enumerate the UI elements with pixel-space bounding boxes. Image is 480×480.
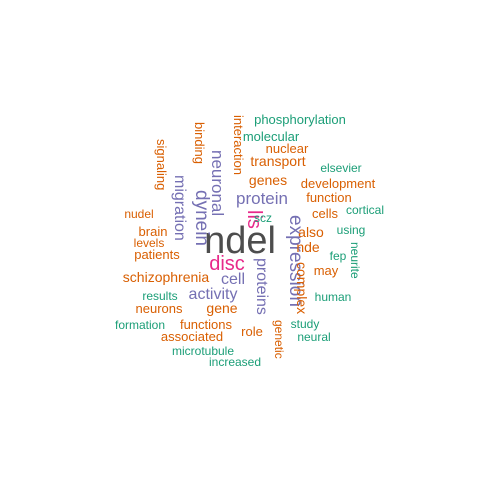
word-nde: nde xyxy=(296,239,320,255)
word-genes: genes xyxy=(249,172,287,188)
word-brain: brain xyxy=(139,224,168,239)
word-activity: activity xyxy=(189,286,238,303)
word-nudel: nudel xyxy=(124,207,153,221)
word-study: study xyxy=(291,317,320,331)
word-proteins: proteins xyxy=(253,258,270,315)
word-interaction: interaction xyxy=(231,115,246,175)
word-cells: cells xyxy=(312,206,339,221)
word-lis: lis xyxy=(243,210,265,229)
word-genetic: genetic xyxy=(272,320,286,359)
word-scz: scz xyxy=(254,211,272,225)
word-increased: increased xyxy=(209,355,261,369)
word-results: results xyxy=(142,289,177,303)
word-fep: fep xyxy=(330,249,347,263)
word-human: human xyxy=(315,290,352,304)
word-neural: neural xyxy=(297,330,330,344)
word-functions: functions xyxy=(180,317,233,332)
word-protein: protein xyxy=(236,189,288,208)
word-patients: patients xyxy=(134,247,180,262)
word-nuclear: nuclear xyxy=(266,141,309,156)
word-binding: binding xyxy=(192,122,207,164)
word-signaling: signaling xyxy=(154,139,169,190)
word-migration: migration xyxy=(171,175,188,241)
word-disc: disc xyxy=(209,253,245,275)
word-expression: expression xyxy=(285,215,306,307)
word-formation: formation xyxy=(115,318,165,332)
word-ndel: ndel xyxy=(204,220,276,262)
word-associated: associated xyxy=(161,329,223,344)
word-elsevier: elsevier xyxy=(320,161,361,175)
word-neurite: neurite xyxy=(348,242,362,279)
word-cell: cell xyxy=(221,271,245,288)
word-also: also xyxy=(298,224,324,240)
word-transport: transport xyxy=(250,153,305,169)
word-function: function xyxy=(306,190,352,205)
word-gene: gene xyxy=(206,300,237,316)
word-development: development xyxy=(301,176,376,191)
word-phosphorylation: phosphorylation xyxy=(254,112,346,127)
word-neurons: neurons xyxy=(136,301,183,316)
word-dynein: dynein xyxy=(191,190,212,246)
word-levels: levels xyxy=(134,236,165,250)
word-role: role xyxy=(241,324,263,339)
word-neuronal: neuronal xyxy=(208,150,227,216)
word-microtubule: microtubule xyxy=(172,344,234,358)
word-schizophrenia: schizophrenia xyxy=(123,269,210,285)
word-molecular: molecular xyxy=(243,129,300,144)
word-may: may xyxy=(314,263,339,278)
word-using: using xyxy=(337,223,366,237)
word-cortical: cortical xyxy=(346,203,384,217)
word-complex: complex xyxy=(294,262,310,314)
